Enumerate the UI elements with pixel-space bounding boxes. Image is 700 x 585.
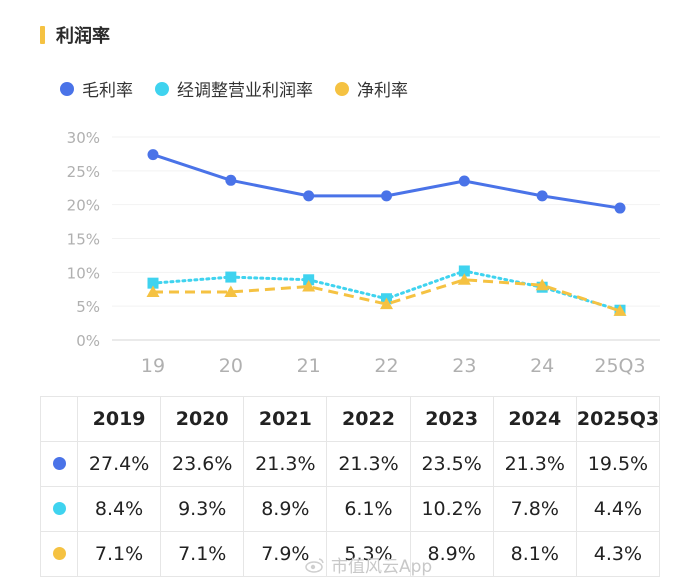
legend-label-net: 净利率 (357, 81, 408, 101)
data-point (146, 285, 160, 297)
table-row-adjusted: 8.4% 9.3% 8.9% 6.1% 10.2% 7.8% 4.4% (40, 486, 661, 532)
table-cell: 10.2% (409, 486, 494, 532)
row-marker-cell (40, 486, 78, 532)
data-point (381, 190, 392, 202)
data-point (303, 190, 315, 202)
table-cell: 4.3% (575, 531, 661, 577)
table-cell: 7.9% (243, 531, 328, 577)
row-dot-net (52, 547, 66, 560)
legend-label-adjusted: 经调整营业利润率 (177, 81, 313, 101)
legend-item-net: 净利率 (335, 76, 408, 101)
table-header-cell: 2025Q3 (575, 396, 661, 442)
data-point (380, 297, 393, 310)
weibo-icon (305, 557, 324, 573)
table-cell: 23.6% (160, 441, 245, 487)
table-cell: 27.4% (76, 441, 162, 487)
data-point (457, 273, 471, 285)
row-dot-adjusted (52, 502, 66, 515)
table-cell: 21.3% (326, 441, 411, 487)
table-cell: 8.4% (76, 486, 162, 532)
legend-dot-adjusted (155, 81, 169, 96)
y-tick-label: 30% (67, 129, 100, 147)
data-point (458, 265, 470, 277)
legend-dot-gross (60, 81, 74, 96)
legend-item-gross: 毛利率 (60, 76, 133, 101)
data-point (536, 190, 548, 202)
y-tick-label: 0% (76, 332, 100, 350)
table-corner-cell (40, 396, 78, 442)
table-row-gross: 27.4% 23.6% 21.3% 21.3% 23.5% 21.3% 19.5… (40, 441, 661, 487)
data-point (614, 202, 626, 214)
table-cell: 9.3% (160, 486, 245, 532)
table-cell: 7.1% (160, 531, 245, 577)
table-cell: 23.5% (409, 441, 494, 487)
row-dot-gross (52, 457, 66, 470)
legend-dot-net (335, 81, 349, 96)
legend-label-gross: 毛利率 (82, 81, 133, 101)
table-cell: 7.8% (492, 486, 577, 532)
x-tick-label: 23 (452, 355, 476, 377)
title-accent-bar (40, 26, 45, 44)
data-point (613, 304, 627, 316)
x-tick-label: 22 (374, 355, 398, 377)
x-tick-label: 20 (219, 355, 243, 377)
watermark-text: 市值风云App (331, 557, 433, 577)
x-tick-label: 21 (297, 355, 321, 377)
legend: 毛利率 经调整营业利润率 净利率 (60, 76, 430, 101)
line-chart: 0% 5% 10% 15% 20% 25% 30% 19 20 21 22 23 24 25Q3 (67, 129, 660, 377)
table-cell: 7.1% (76, 531, 162, 577)
table-cell: 8.1% (492, 531, 577, 577)
y-tick-label: 15% (67, 231, 100, 249)
table-header-cell: 2024 (492, 396, 577, 442)
data-point (225, 174, 237, 186)
data-table: 2019 2020 2021 2022 2023 2024 2025Q3 27.… (40, 396, 661, 577)
chart-title: 利润率 (56, 26, 110, 47)
data-point (147, 277, 159, 289)
data-point (224, 285, 238, 297)
table-cell: 4.4% (575, 486, 661, 532)
table-cell: 5.3% (326, 531, 411, 577)
table-row-net: 7.1% 7.1% 7.9% 5.3% 8.9% 8.1% 4.3% (40, 531, 661, 577)
x-tick-label: 24 (530, 355, 554, 377)
table-header-row: 2019 2020 2021 2022 2023 2024 2025Q3 (40, 396, 661, 442)
y-tick-label: 20% (67, 197, 100, 215)
watermark: 市值风云App (305, 552, 432, 577)
table-header-cell: 2021 (243, 396, 328, 442)
x-tick-label: 19 (141, 355, 165, 377)
legend-item-adjusted: 经调整营业利润率 (155, 76, 313, 101)
table-header-cell: 2020 (160, 396, 245, 442)
data-point (147, 149, 159, 161)
y-tick-label: 5% (76, 298, 100, 316)
table-header-cell: 2023 (409, 396, 494, 442)
row-marker-cell (40, 441, 78, 487)
data-point (303, 274, 315, 286)
table-cell: 19.5% (575, 441, 661, 487)
y-tick-label: 25% (67, 163, 100, 181)
data-point (458, 175, 470, 187)
table-cell: 21.3% (243, 441, 328, 487)
data-point (302, 280, 316, 292)
x-tick-label: 25Q3 (594, 355, 645, 377)
table-header-cell: 2022 (326, 396, 411, 442)
table-header-cell: 2019 (76, 396, 162, 442)
table-cell: 21.3% (492, 441, 577, 487)
row-marker-cell (40, 531, 78, 577)
y-tick-label: 10% (67, 264, 100, 282)
table-cell: 8.9% (409, 531, 494, 577)
table-cell: 6.1% (326, 486, 411, 532)
data-point (225, 271, 237, 283)
table-cell: 8.9% (243, 486, 328, 532)
data-point (535, 278, 549, 291)
